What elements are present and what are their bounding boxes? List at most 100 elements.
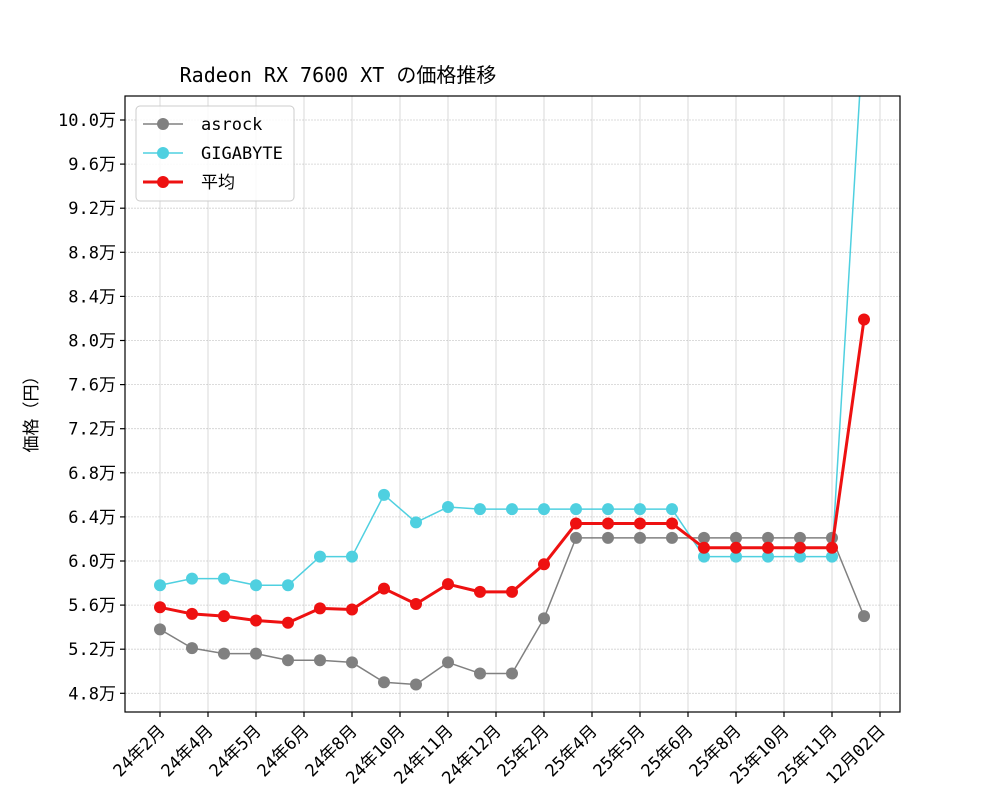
data-point bbox=[762, 550, 774, 563]
series-line bbox=[159, 319, 866, 625]
data-point bbox=[314, 654, 326, 667]
y-tick-label: 7.6万 bbox=[68, 376, 116, 396]
data-point bbox=[154, 601, 166, 614]
data-point bbox=[538, 503, 550, 516]
data-point bbox=[378, 488, 390, 501]
y-axis-label: 価格（円） bbox=[22, 368, 42, 453]
data-point bbox=[666, 531, 678, 544]
data-point bbox=[506, 667, 518, 680]
data-point bbox=[730, 541, 742, 554]
data-point bbox=[474, 667, 486, 680]
data-point bbox=[602, 517, 614, 530]
data-point bbox=[730, 531, 742, 544]
data-point bbox=[762, 531, 774, 544]
y-tick-label: 6.0万 bbox=[68, 552, 116, 572]
data-point bbox=[634, 517, 646, 530]
data-point bbox=[698, 541, 710, 554]
legend-marker bbox=[157, 147, 169, 159]
data-point bbox=[282, 579, 294, 592]
data-point bbox=[506, 585, 518, 598]
data-point bbox=[762, 541, 774, 554]
data-point bbox=[858, 313, 870, 326]
data-point bbox=[346, 656, 358, 669]
legend-label: GIGABYTE bbox=[201, 144, 283, 164]
legend: asrock GIGABYTE 平均 bbox=[135, 105, 295, 202]
y-axis: 4.8万 5.2万 5.6万 6.0万 6.4万 6.8万 7.2万 7.6万 8.0万 8.4万… bbox=[58, 111, 125, 704]
data-point bbox=[282, 654, 294, 667]
data-point bbox=[378, 582, 390, 595]
legend-label: asrock bbox=[201, 115, 262, 135]
data-point bbox=[250, 579, 262, 592]
y-tick-label: 5.2万 bbox=[68, 640, 116, 660]
data-point bbox=[474, 503, 486, 516]
data-point bbox=[794, 550, 806, 563]
y-tick-label: 6.4万 bbox=[68, 508, 116, 528]
legend-label: 平均 bbox=[201, 173, 235, 193]
legend-box bbox=[135, 105, 295, 202]
data-point bbox=[666, 503, 678, 516]
x-axis: 24年2月24年4月24年5月24年6月24年8月24年10月24年11月24年… bbox=[110, 712, 890, 789]
x-tick-label: 24年5月 bbox=[206, 721, 266, 781]
data-point bbox=[314, 550, 326, 563]
data-point bbox=[698, 531, 710, 544]
y-tick-label: 5.6万 bbox=[68, 596, 116, 616]
data-point bbox=[218, 610, 230, 623]
data-point bbox=[154, 579, 166, 592]
legend-marker bbox=[157, 176, 169, 188]
data-point bbox=[442, 500, 454, 513]
y-tick-label: 7.2万 bbox=[68, 420, 116, 440]
y-tick-label: 8.8万 bbox=[68, 243, 116, 263]
x-tick-label: 24年6月 bbox=[254, 721, 314, 781]
data-point bbox=[282, 616, 294, 629]
y-tick-label: 4.8万 bbox=[68, 684, 116, 704]
data-point bbox=[474, 585, 486, 598]
data-point bbox=[570, 517, 582, 530]
data-point bbox=[858, 610, 870, 623]
data-point bbox=[506, 503, 518, 516]
data-point bbox=[666, 517, 678, 530]
data-point bbox=[602, 503, 614, 516]
data-point bbox=[826, 541, 838, 554]
data-point bbox=[186, 607, 198, 620]
data-point bbox=[794, 531, 806, 544]
data-point bbox=[698, 550, 710, 563]
data-point bbox=[250, 614, 262, 627]
data-point bbox=[378, 676, 390, 689]
gridlines bbox=[125, 96, 900, 712]
data-point bbox=[634, 531, 646, 544]
data-point bbox=[410, 516, 422, 529]
chart-title: Radeon RX 7600 XT の価格推移 bbox=[180, 63, 497, 87]
data-point bbox=[634, 503, 646, 516]
x-tick-label: 24年2月 bbox=[110, 721, 170, 781]
data-point bbox=[602, 531, 614, 544]
data-point bbox=[858, 17, 870, 29]
x-tick-label: 25年5月 bbox=[590, 721, 650, 781]
data-point bbox=[410, 678, 422, 691]
data-point bbox=[570, 503, 582, 516]
data-point bbox=[410, 597, 422, 610]
y-tick-label: 6.8万 bbox=[68, 464, 116, 484]
legend-marker bbox=[157, 118, 169, 130]
data-point bbox=[346, 603, 358, 616]
data-point bbox=[314, 602, 326, 615]
data-point bbox=[730, 550, 742, 563]
series-line bbox=[159, 537, 865, 686]
data-point bbox=[794, 541, 806, 554]
data-point bbox=[186, 642, 198, 655]
x-tick-label: 25年6月 bbox=[638, 721, 698, 781]
data-point bbox=[346, 550, 358, 563]
data-point bbox=[826, 550, 838, 563]
y-tick-label: 10.0万 bbox=[58, 111, 116, 131]
data-point bbox=[442, 656, 454, 669]
data-point bbox=[538, 558, 550, 571]
y-tick-label: 8.4万 bbox=[68, 287, 116, 307]
y-tick-label: 8.0万 bbox=[68, 332, 116, 352]
data-point bbox=[186, 572, 198, 585]
data-point bbox=[442, 578, 454, 591]
data-point bbox=[538, 612, 550, 625]
data-point bbox=[570, 531, 582, 544]
series-lines bbox=[154, 17, 870, 691]
data-point bbox=[218, 647, 230, 660]
data-point bbox=[250, 647, 262, 660]
